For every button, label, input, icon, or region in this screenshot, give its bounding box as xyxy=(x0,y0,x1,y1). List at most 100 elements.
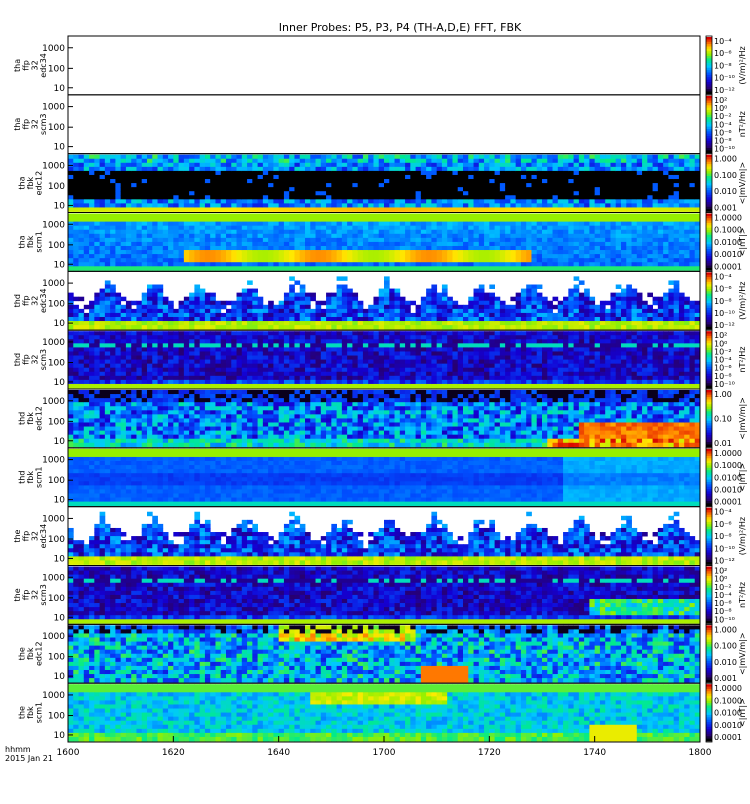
heat-cell xyxy=(205,384,211,388)
heat-cell xyxy=(337,183,343,187)
heat-cell xyxy=(284,226,290,230)
heat-cell xyxy=(258,242,264,246)
heat-cell xyxy=(205,167,211,171)
heat-cell xyxy=(589,218,595,222)
heat-cell xyxy=(431,195,437,199)
heat-cell xyxy=(637,226,643,230)
heat-cell xyxy=(258,317,264,321)
heat-cell xyxy=(616,218,622,222)
heat-cell xyxy=(352,297,358,301)
heat-cell xyxy=(347,195,353,199)
heat-cell xyxy=(595,179,601,183)
heat-cell xyxy=(447,230,453,234)
heat-cell xyxy=(279,155,285,159)
heat-cell xyxy=(105,218,111,222)
heat-cell xyxy=(200,289,206,293)
heat-cell xyxy=(200,313,206,317)
heat-cell xyxy=(115,301,121,305)
heat-cell xyxy=(679,175,685,179)
heat-cell xyxy=(474,301,480,305)
heat-cell xyxy=(152,364,158,368)
heat-cell xyxy=(347,171,353,175)
panel-label: thaffp32scm3 xyxy=(13,114,48,135)
heat-cell xyxy=(268,155,274,159)
heat-cell xyxy=(668,246,674,250)
heat-cell xyxy=(84,258,90,262)
heat-cell xyxy=(263,321,269,325)
heat-cell xyxy=(684,262,690,266)
heat-cell xyxy=(105,155,111,159)
heat-cell xyxy=(284,195,290,199)
heat-cell xyxy=(510,203,516,207)
heat-cell xyxy=(210,187,216,191)
heat-cell xyxy=(289,155,295,159)
heat-cell xyxy=(668,195,674,199)
heat-cell xyxy=(247,171,253,175)
heat-cell xyxy=(342,214,348,218)
heat-cell xyxy=(94,207,100,211)
heat-cell xyxy=(642,155,648,159)
heat-cell xyxy=(621,191,627,195)
heat-cell xyxy=(263,207,269,211)
heat-cell xyxy=(205,222,211,226)
heat-cell xyxy=(437,207,443,211)
heat-cell xyxy=(373,199,379,203)
colorbar-step xyxy=(706,327,712,330)
heat-cell xyxy=(489,325,495,329)
heat-cell xyxy=(205,321,211,325)
heat-cell xyxy=(158,380,164,384)
heat-cell xyxy=(105,285,111,289)
heat-cell xyxy=(73,226,79,230)
heat-cell xyxy=(84,230,90,234)
heat-cell xyxy=(210,297,216,301)
heat-cell xyxy=(531,207,537,211)
heat-cell xyxy=(589,159,595,163)
heat-cell xyxy=(168,368,174,372)
heat-cell xyxy=(663,254,669,258)
heat-cell xyxy=(416,159,422,163)
heat-cell xyxy=(300,305,306,309)
heat-cell xyxy=(642,238,648,242)
heat-cell xyxy=(316,203,322,207)
heat-cell xyxy=(563,317,569,321)
heat-cell xyxy=(637,163,643,167)
heat-cell xyxy=(574,297,580,301)
heat-cell xyxy=(242,313,248,317)
heat-cell xyxy=(363,214,369,218)
heat-cell xyxy=(589,297,595,301)
heat-cell xyxy=(537,242,543,246)
heat-cell xyxy=(89,372,95,376)
heat-cell xyxy=(258,203,264,207)
heat-cell xyxy=(368,222,374,226)
heat-cell xyxy=(668,254,674,258)
heat-cell xyxy=(437,179,443,183)
heat-cell xyxy=(474,226,480,230)
heat-cell xyxy=(173,187,179,191)
panel-label: thafbkscm1 xyxy=(18,231,44,252)
heat-cell xyxy=(558,183,564,187)
heat-cell xyxy=(352,305,358,309)
heat-cell xyxy=(674,179,680,183)
heat-cell xyxy=(179,356,185,360)
heat-cell xyxy=(147,309,153,313)
heat-cell xyxy=(621,175,627,179)
heat-cell xyxy=(110,372,116,376)
heat-cell xyxy=(110,230,116,234)
colorbar-step xyxy=(706,56,712,59)
heat-cell xyxy=(131,195,137,199)
heat-cell xyxy=(168,335,174,339)
heat-cell xyxy=(110,250,116,254)
heat-cell xyxy=(305,171,311,175)
heat-cell xyxy=(389,250,395,254)
heat-cell xyxy=(115,171,121,175)
heat-cell xyxy=(316,155,322,159)
heat-cell xyxy=(115,234,121,238)
heat-cell xyxy=(310,191,316,195)
heat-cell xyxy=(168,325,174,329)
heat-cell xyxy=(405,191,411,195)
heat-cell xyxy=(616,191,622,195)
heat-cell xyxy=(237,325,243,329)
heat-cell xyxy=(647,207,653,211)
heat-cell xyxy=(273,250,279,254)
heat-cell xyxy=(395,183,401,187)
